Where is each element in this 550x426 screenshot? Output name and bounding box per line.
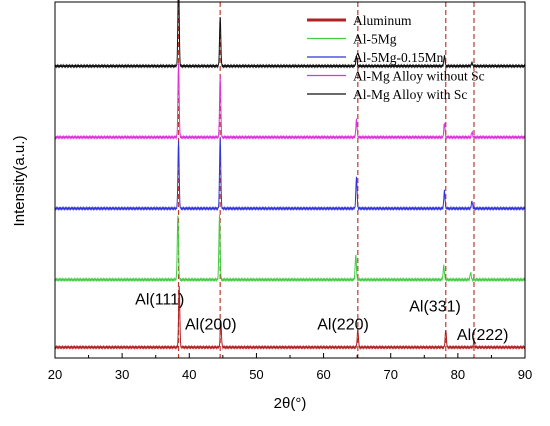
series-line (54, 214, 526, 283)
x-axis-title: 2θ(°) (274, 395, 307, 412)
series-line (54, 63, 526, 140)
series-layer (54, 0, 526, 350)
series-line (54, 136, 526, 212)
x-tick-label: 70 (383, 367, 397, 382)
peak-annotations: Al(111)Al(200) Al(220) Al(331) Al(222) (135, 292, 508, 345)
x-tick-label: 50 (249, 367, 263, 382)
legend: Aluminum Al-5Mg Al-5Mg-0.15Mn Al-Mg Alloy w… (307, 13, 485, 102)
series-line (54, 0, 526, 69)
legend-label: Al-5Mg (353, 32, 397, 47)
x-tick-label: 60 (316, 367, 330, 382)
peak-label: Al(222) (457, 327, 509, 344)
x-tick-label: 30 (115, 367, 129, 382)
peak-label: Al(111) (135, 292, 184, 309)
x-tick-label: 90 (518, 367, 532, 382)
legend-label: Al-5Mg-0.15Mn (353, 50, 444, 65)
peak-label: Al(200) (185, 317, 237, 334)
peak-label: Al(331) (409, 299, 461, 316)
legend-label: Al-Mg Alloy without Sc (353, 69, 485, 84)
series-line (54, 286, 526, 350)
x-tick-label: 20 (48, 367, 62, 382)
x-axis: 20 30 40 50 60 70 80 90 (48, 353, 532, 382)
x-tick-label: 40 (182, 367, 196, 382)
x-tick-label: 80 (451, 367, 465, 382)
peak-label: Al(220) (317, 317, 369, 334)
legend-label: Al-Mg Alloy with Sc (353, 87, 467, 102)
y-axis-title: Intensity(a.u.) (11, 136, 28, 227)
legend-label: Aluminum (353, 13, 412, 28)
